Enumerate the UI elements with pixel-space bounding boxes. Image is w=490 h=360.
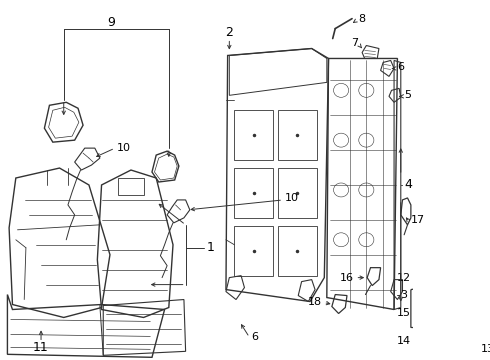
- Text: 5: 5: [404, 90, 411, 100]
- Text: 3: 3: [400, 289, 407, 300]
- Text: 10: 10: [117, 143, 131, 153]
- Text: 11: 11: [33, 341, 49, 354]
- Text: 6: 6: [397, 62, 404, 72]
- Text: 14: 14: [397, 336, 411, 346]
- Text: 10: 10: [285, 193, 299, 203]
- Text: 16: 16: [340, 273, 354, 283]
- Text: 17: 17: [411, 215, 425, 225]
- Text: 1: 1: [207, 241, 215, 254]
- Text: 12: 12: [397, 273, 411, 283]
- Text: 8: 8: [358, 14, 365, 24]
- Text: 9: 9: [108, 16, 116, 29]
- Text: 13: 13: [481, 345, 490, 354]
- Text: 7: 7: [351, 37, 358, 48]
- Text: 18: 18: [308, 297, 322, 306]
- Text: 15: 15: [397, 309, 411, 319]
- Text: 6: 6: [251, 332, 258, 342]
- Text: 2: 2: [225, 26, 233, 39]
- Text: 4: 4: [404, 179, 412, 192]
